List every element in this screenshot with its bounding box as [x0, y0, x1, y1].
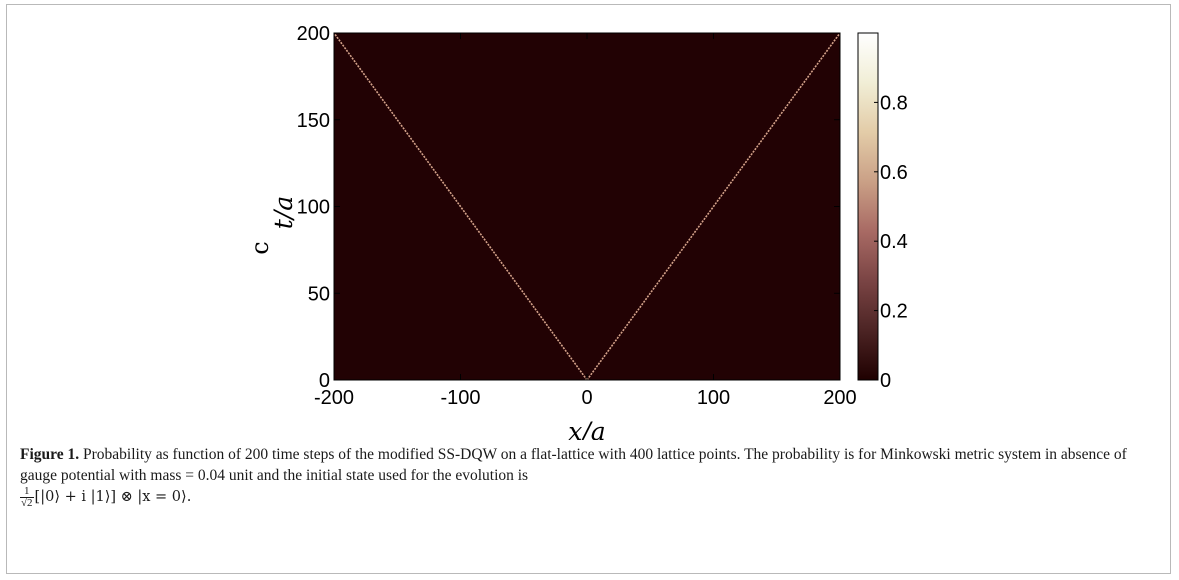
caption-label: Figure 1.	[20, 446, 80, 463]
colorbar-tick-label: 0.4	[880, 231, 908, 253]
x-tick-label: 200	[823, 387, 856, 409]
caption-fraction: 1 √2	[20, 486, 34, 509]
figure-caption: Figure 1. Probability as function of 200…	[20, 444, 1155, 509]
caption-formula: [|0⟩ + i |1⟩] ⊗ |x = 0⟩.	[34, 489, 192, 506]
y-tick-label: 200	[297, 23, 330, 45]
heatmap-chart: -200 -100 0 100 200 0 50 100 150 200 x/a t/a c 0 0.2 0.…	[246, 23, 908, 440]
x-tick-label: -200	[314, 387, 354, 409]
probability-trace-2	[586, 32, 841, 381]
y-tick-label: 0	[319, 370, 330, 392]
x-tick-label: 0	[581, 387, 592, 409]
colorbar-tick-label: 0.8	[880, 92, 908, 114]
figure-frame	[6, 4, 1171, 574]
x-tick-label: 100	[697, 387, 730, 409]
colorbar-tick-label: 0.6	[880, 162, 908, 184]
x-axis-label: x/a	[568, 417, 605, 440]
heatmap-background	[334, 33, 840, 380]
y-axis-label-prefix: c	[246, 241, 274, 254]
fraction-denominator: √2	[21, 497, 33, 509]
y-tick-label: 100	[297, 197, 330, 219]
probability-trace-1	[333, 32, 588, 381]
colorbar-tick-label: 0.2	[880, 301, 908, 323]
caption-text: Probability as function of 200 time step…	[20, 446, 1127, 484]
x-tick-label: -100	[440, 387, 480, 409]
y-tick-label: 150	[297, 110, 330, 132]
y-axis-label: t/a	[269, 196, 298, 229]
y-tick-label: 50	[308, 283, 330, 305]
colorbar-tick-label: 0	[880, 370, 891, 392]
colorbar	[857, 32, 879, 381]
fraction-numerator: 1	[20, 486, 34, 498]
